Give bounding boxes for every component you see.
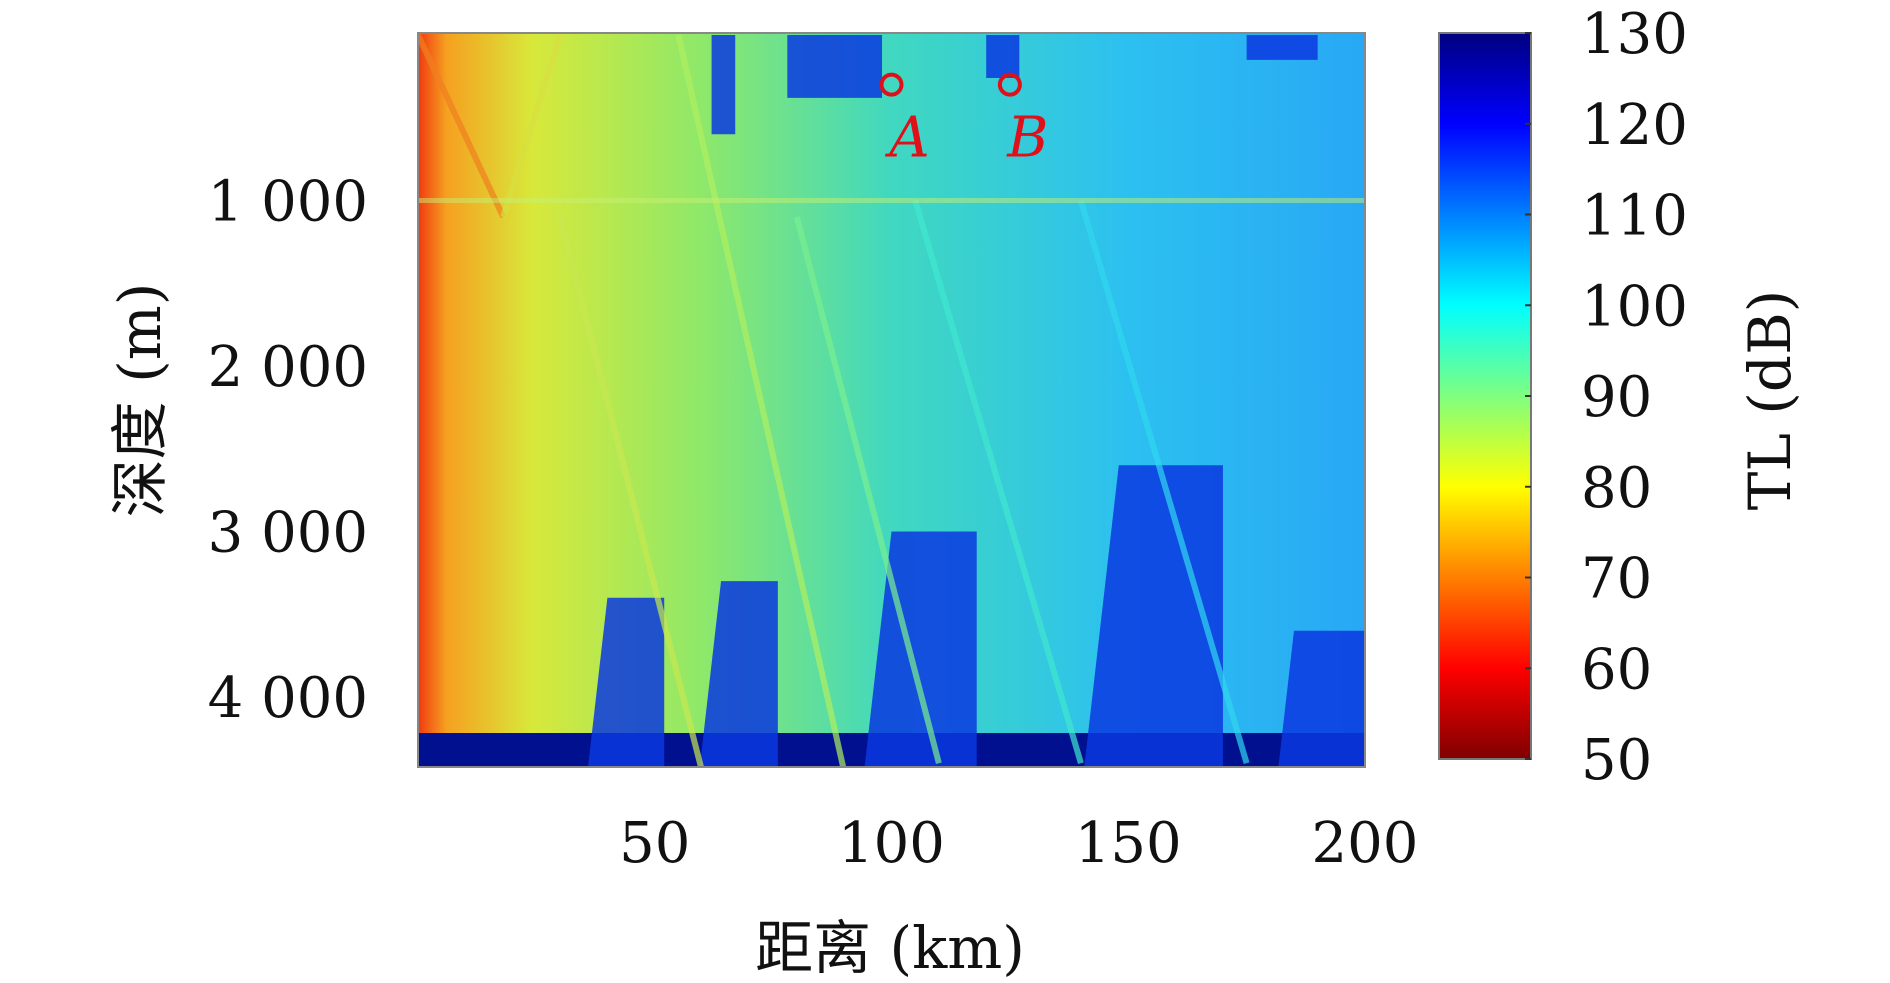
y-axis-label: 深度 (m) [106, 283, 174, 518]
colorbar-tick-label: 110 [1581, 184, 1688, 249]
shadow-zones [588, 35, 1365, 767]
colorbar-tick-label: 70 [1581, 547, 1652, 612]
plot-frame [417, 32, 1366, 768]
colorbar-tick-label: 50 [1581, 728, 1652, 793]
x-tick-label: 200 [1312, 811, 1419, 876]
ray-beam [1078, 199, 1250, 765]
ray-beam [912, 199, 1084, 765]
shadow-zone [1278, 630, 1365, 767]
colorbar-tick-label: 130 [1581, 2, 1688, 67]
colorbar-tick-label: 80 [1581, 456, 1652, 521]
shadow-zone [1246, 35, 1318, 60]
colorbar [1438, 32, 1532, 760]
x-tick-label: 150 [1075, 811, 1182, 876]
heatmap-area [418, 33, 1365, 767]
x-axis-label: 距离 (km) [755, 914, 1025, 982]
shadow-zone [1084, 465, 1223, 767]
colorbar-tick-label: 120 [1581, 93, 1688, 158]
marker-label-a: A [884, 106, 929, 171]
ray-beam [675, 34, 847, 767]
x-axis: 50 100 150 200 [619, 811, 1418, 876]
x-tick-label: 50 [619, 811, 690, 876]
colorbar-tick-label: 100 [1581, 274, 1688, 339]
shadow-zone [711, 35, 736, 135]
marker-a [879, 72, 904, 97]
marker-label-b: B [1006, 106, 1048, 171]
shadow-zone [787, 35, 883, 98]
colorbar-tick-label: 60 [1581, 637, 1652, 702]
colorbar-ticks: 50 60 70 80 90 100 110 120 130 [1525, 2, 1688, 793]
y-tick-label: 4 000 [208, 666, 368, 731]
shadow-zone [986, 35, 1020, 79]
ray-beam [793, 216, 942, 764]
ray-beam [500, 34, 563, 218]
marker-b [997, 72, 1022, 97]
x-tick-label: 100 [838, 811, 945, 876]
colorbar-label: TL (dB) [1736, 290, 1804, 511]
ray-beams [418, 33, 1365, 767]
shadow-zone [588, 597, 665, 767]
colorbar-tick-label: 90 [1581, 365, 1652, 430]
y-tick-label: 1 000 [208, 170, 368, 235]
shadow-zone [699, 581, 778, 767]
y-axis: 1 000 2 000 3 000 4 000 [208, 170, 368, 732]
ray-beam [418, 33, 506, 219]
y-tick-label: 2 000 [208, 335, 368, 400]
ray-beam [557, 216, 705, 767]
y-tick-label: 3 000 [208, 501, 368, 566]
